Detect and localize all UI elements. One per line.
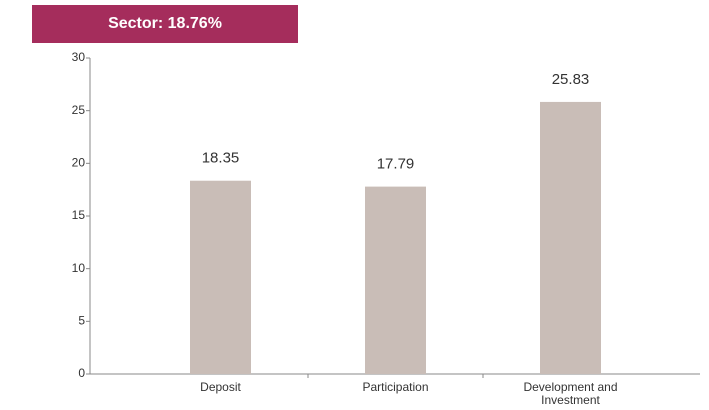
- title-banner: [32, 5, 298, 43]
- y-tick-label: 25: [72, 103, 86, 117]
- x-tick-label: Deposit: [200, 381, 241, 394]
- x-tick-label: Development and Investment: [523, 381, 618, 407]
- x-tick-label-box: Deposit: [200, 381, 241, 394]
- y-tick-label: 20: [72, 156, 86, 170]
- y-tick-label: 30: [72, 50, 86, 64]
- bar: [365, 186, 426, 374]
- y-tick-label: 15: [72, 208, 86, 222]
- value-label: 18.35: [202, 150, 240, 167]
- x-tick-label: Participation: [362, 381, 429, 394]
- value-label: 25.83: [552, 71, 590, 88]
- y-tick-label: 0: [78, 366, 85, 380]
- value-label: 17.79: [377, 156, 415, 173]
- bar: [540, 101, 601, 374]
- y-tick-label: 5: [78, 314, 85, 328]
- x-tick-label-box: Participation: [362, 381, 429, 394]
- x-tick-label-box: Development and Investment: [523, 381, 618, 407]
- y-tick-label: 10: [72, 261, 86, 275]
- bar: [190, 180, 251, 374]
- chart-title: Sector: 18.76%: [108, 15, 222, 32]
